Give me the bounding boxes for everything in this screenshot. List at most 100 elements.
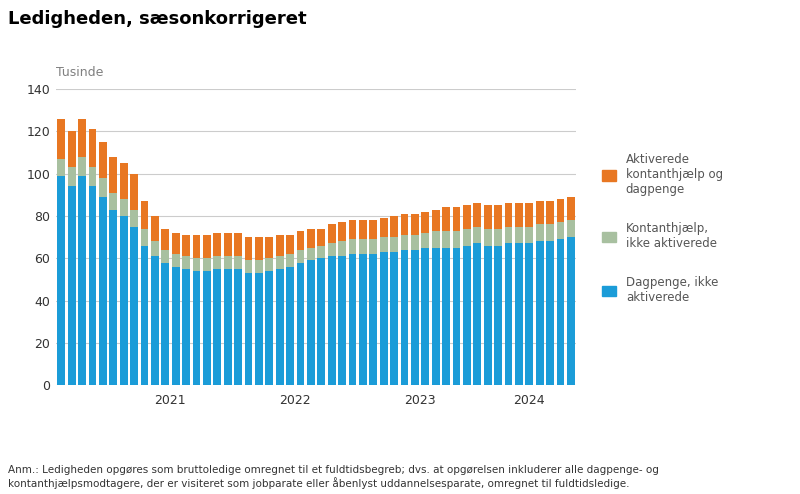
Bar xyxy=(286,254,294,267)
Bar xyxy=(484,206,491,229)
Bar xyxy=(557,239,564,385)
Bar xyxy=(370,220,377,239)
Bar xyxy=(567,197,574,220)
Bar xyxy=(515,203,522,227)
Bar xyxy=(338,242,346,256)
Bar xyxy=(141,246,148,385)
Bar xyxy=(297,231,304,250)
Bar xyxy=(453,207,460,231)
Bar xyxy=(276,269,283,385)
Bar xyxy=(401,214,408,235)
Bar xyxy=(411,250,418,385)
Bar xyxy=(99,178,106,197)
Bar xyxy=(370,254,377,385)
Bar xyxy=(120,163,127,199)
Bar xyxy=(266,258,273,271)
Bar xyxy=(318,246,325,258)
Bar xyxy=(58,176,65,385)
Bar xyxy=(307,260,314,385)
Bar xyxy=(255,260,262,273)
Bar xyxy=(151,216,158,242)
Bar xyxy=(422,233,429,247)
Bar xyxy=(328,244,335,256)
Bar xyxy=(546,201,554,224)
Bar xyxy=(234,269,242,385)
Bar xyxy=(442,207,450,231)
Bar xyxy=(401,235,408,250)
Bar xyxy=(474,244,481,385)
Bar xyxy=(110,157,117,193)
Bar xyxy=(99,197,106,385)
Bar xyxy=(422,247,429,385)
Bar xyxy=(68,186,75,385)
Bar xyxy=(245,273,252,385)
Bar xyxy=(162,229,169,250)
Bar xyxy=(505,203,512,227)
Bar xyxy=(401,250,408,385)
Bar xyxy=(536,224,543,242)
Bar xyxy=(266,237,273,258)
Bar xyxy=(432,231,439,247)
Bar xyxy=(214,256,221,269)
Bar xyxy=(255,273,262,385)
Bar xyxy=(172,254,179,267)
Bar xyxy=(370,239,377,254)
Bar xyxy=(380,218,387,237)
Bar xyxy=(78,176,86,385)
Bar xyxy=(463,229,470,246)
Bar xyxy=(297,250,304,262)
Bar xyxy=(526,244,533,385)
Bar xyxy=(89,167,96,186)
Bar xyxy=(338,222,346,242)
Text: Anm.: Ledigheden opgøres som bruttoledige omregnet til et fuldtidsbegreb; dvs. a: Anm.: Ledigheden opgøres som bruttoledig… xyxy=(8,465,659,489)
Bar xyxy=(411,235,418,250)
Bar xyxy=(120,199,127,216)
Bar xyxy=(234,256,242,269)
Bar xyxy=(380,252,387,385)
Bar xyxy=(182,235,190,256)
Bar xyxy=(58,159,65,176)
Bar xyxy=(432,209,439,231)
Bar xyxy=(203,271,210,385)
Bar xyxy=(68,167,75,186)
Bar xyxy=(463,206,470,229)
Bar xyxy=(390,216,398,237)
Bar xyxy=(557,222,564,239)
Bar xyxy=(494,229,502,246)
Bar xyxy=(151,242,158,256)
Bar xyxy=(245,237,252,260)
Bar xyxy=(349,220,356,239)
Bar xyxy=(307,247,314,260)
Bar xyxy=(130,227,138,385)
Bar xyxy=(557,199,564,222)
Bar xyxy=(411,214,418,235)
Bar xyxy=(110,193,117,209)
Bar xyxy=(422,212,429,233)
Bar xyxy=(546,242,554,385)
Bar xyxy=(89,186,96,385)
Bar xyxy=(193,235,200,258)
Bar xyxy=(328,256,335,385)
Text: Tusinde: Tusinde xyxy=(56,66,103,79)
Bar xyxy=(151,256,158,385)
Bar xyxy=(255,237,262,260)
Bar xyxy=(224,269,231,385)
Bar xyxy=(203,258,210,271)
Bar xyxy=(494,246,502,385)
Legend: Aktiverede
kontanthjælp og
dagpenge, Kontanthjælp,
ikke aktiverede, Dagpenge, ik: Aktiverede kontanthjælp og dagpenge, Kon… xyxy=(598,148,728,309)
Bar xyxy=(390,252,398,385)
Bar xyxy=(442,231,450,247)
Bar xyxy=(130,173,138,209)
Bar xyxy=(567,237,574,385)
Bar xyxy=(203,235,210,258)
Bar xyxy=(536,242,543,385)
Bar xyxy=(484,246,491,385)
Bar xyxy=(307,229,314,247)
Bar xyxy=(162,262,169,385)
Bar xyxy=(193,271,200,385)
Bar xyxy=(286,267,294,385)
Bar xyxy=(141,201,148,229)
Bar xyxy=(390,237,398,252)
Bar xyxy=(297,262,304,385)
Bar xyxy=(276,256,283,269)
